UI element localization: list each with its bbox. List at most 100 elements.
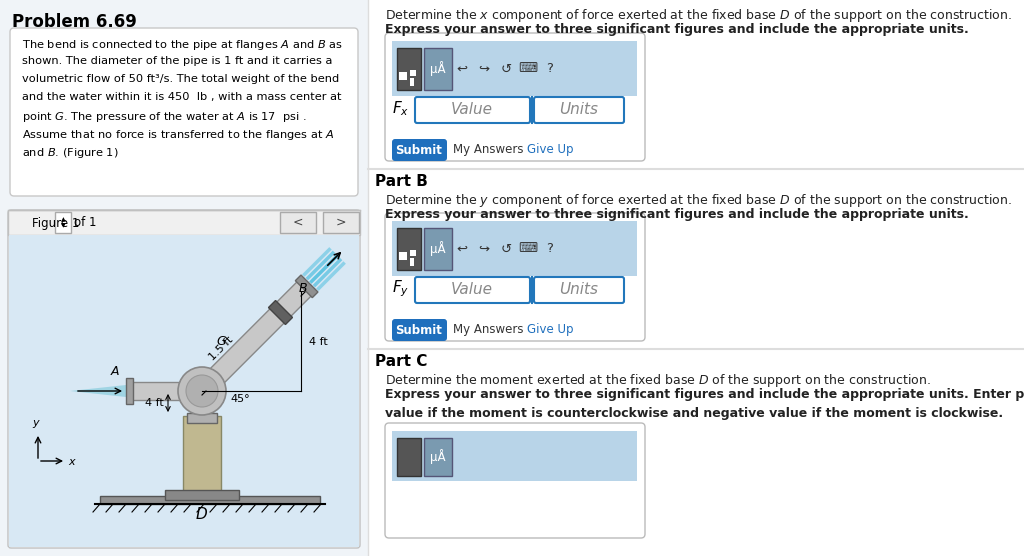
Text: 4 ft: 4 ft [309,336,328,346]
Text: Figure 1: Figure 1 [32,216,80,230]
Text: μÅ: μÅ [430,449,445,464]
Bar [424,228,452,270]
Text: Express your answer to three significant figures and include the appropriate uni: Express your answer to three significant… [385,388,1024,420]
Text: Give Up: Give Up [527,324,573,336]
Text: Determine the $x$ component of force exerted at the fixed base $D$ of the suppor: Determine the $x$ component of force exe… [385,7,1012,24]
Bar [55,212,71,233]
Bar [410,250,416,256]
Bar [397,228,421,270]
Text: ▲
▼: ▲ ▼ [60,217,66,228]
Text: Submit: Submit [395,324,442,336]
Text: ?: ? [547,62,553,76]
Text: and the water within it is 450  lb , with a mass center at: and the water within it is 450 lb , with… [22,92,341,102]
FancyBboxPatch shape [10,28,358,196]
Text: $G$: $G$ [216,335,227,348]
Text: Value: Value [451,282,493,297]
Text: Determine the moment exerted at the fixed base $D$ of the support on the constru: Determine the moment exerted at the fixe… [385,372,931,389]
Bar [9,235,359,547]
Text: Units: Units [559,282,598,297]
Text: The bend is connected to the pipe at flanges $\mathit{A}$ and $\mathit{B}$ as: The bend is connected to the pipe at fla… [22,38,343,52]
Bar [424,438,452,476]
Text: shown. The diameter of the pipe is 1 ft and it carries a: shown. The diameter of the pipe is 1 ft … [22,56,333,66]
Bar [100,496,319,504]
Bar [424,48,452,90]
Polygon shape [295,275,318,297]
Text: Value: Value [451,102,493,117]
FancyBboxPatch shape [392,319,447,341]
Text: Submit: Submit [395,143,442,156]
Text: Assume that no force is transferred to the flanges at $\mathit{A}$: Assume that no force is transferred to t… [22,128,334,142]
Bar [191,388,213,418]
Text: Determine the $y$ component of force exerted at the fixed base $D$ of the suppor: Determine the $y$ component of force exe… [385,192,1012,209]
Text: 1.5 ft: 1.5 ft [207,335,234,363]
Bar [187,413,217,423]
Text: ⌨: ⌨ [518,242,538,256]
Bar [392,431,637,481]
Text: $F_x$ =: $F_x$ = [392,100,426,118]
Text: $D$: $D$ [196,506,209,522]
Text: ⌨: ⌨ [518,62,538,76]
Text: Give Up: Give Up [527,143,573,156]
FancyBboxPatch shape [385,423,645,538]
Text: $F_y$ =: $F_y$ = [392,279,426,299]
Text: volumetric flow of 50 ft³/s. The total weight of the bend: volumetric flow of 50 ft³/s. The total w… [22,74,339,84]
Text: ↺: ↺ [501,62,512,76]
Text: 45°: 45° [230,394,250,404]
Text: Part B: Part B [375,174,428,189]
FancyBboxPatch shape [415,277,530,303]
Bar [410,70,416,76]
Text: Express your answer to three significant figures and include the appropriate uni: Express your answer to three significant… [385,208,969,221]
Text: $B$: $B$ [298,282,308,295]
FancyBboxPatch shape [385,213,645,341]
Bar [165,490,239,500]
Text: Units: Units [559,102,598,117]
Bar [392,221,637,276]
FancyBboxPatch shape [534,97,624,123]
Bar [280,212,316,233]
FancyBboxPatch shape [8,210,360,548]
Text: >: > [336,216,346,229]
Text: $x$: $x$ [68,457,77,467]
Bar [368,0,1024,556]
Polygon shape [208,279,313,385]
Text: ↩: ↩ [457,62,468,76]
Bar [126,378,133,404]
Bar [130,382,202,400]
Text: $y$: $y$ [32,418,41,430]
Text: ↪: ↪ [478,62,489,76]
Text: ↺: ↺ [501,242,512,256]
Text: $A$: $A$ [110,365,120,378]
Text: point $\mathit{G}$. The pressure of the water at $\mathit{A}$ is 17  psi .: point $\mathit{G}$. The pressure of the … [22,110,307,124]
Bar [0,0,368,556]
FancyBboxPatch shape [392,139,447,161]
Text: My Answers: My Answers [453,324,523,336]
Text: My Answers: My Answers [453,143,523,156]
Bar [397,48,421,90]
Text: μÅ: μÅ [430,241,445,256]
Text: Problem 6.69: Problem 6.69 [12,13,137,31]
FancyBboxPatch shape [385,33,645,161]
Text: Part C: Part C [375,354,427,369]
Text: Express your answer to three significant figures and include the appropriate uni: Express your answer to three significant… [385,23,969,36]
Bar [8,210,360,235]
Bar [397,438,421,476]
Text: and $\mathit{B}$. (Figure 1): and $\mathit{B}$. (Figure 1) [22,146,119,160]
Bar [399,72,407,80]
Text: <: < [293,216,303,229]
Text: ?: ? [547,242,553,256]
Text: ↩: ↩ [457,242,468,256]
Text: μÅ: μÅ [430,62,445,77]
Circle shape [186,375,218,407]
Polygon shape [70,385,126,397]
Bar [399,252,407,260]
Bar [410,78,414,86]
Bar [323,212,359,233]
FancyBboxPatch shape [415,97,530,123]
FancyBboxPatch shape [534,277,624,303]
Bar [392,41,637,96]
Text: of 1: of 1 [74,216,96,230]
Bar [410,258,414,266]
Circle shape [178,367,226,415]
Bar [183,416,221,496]
Polygon shape [268,300,293,325]
